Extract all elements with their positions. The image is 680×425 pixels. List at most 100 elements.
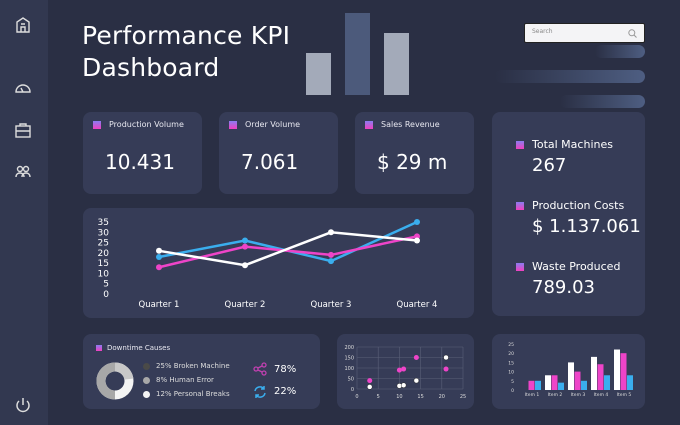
scatter-point <box>400 382 407 388</box>
share-percent: 78% <box>274 364 297 375</box>
y-tick-label: 5 <box>103 280 109 290</box>
search-placeholder: Search <box>532 28 553 35</box>
data-point <box>328 251 334 258</box>
bar <box>591 356 597 390</box>
title-line-2: Dashboard <box>82 53 220 82</box>
kpi-value: 7.061 <box>241 150 299 174</box>
legend-dot-icon <box>143 363 150 370</box>
stat-label: Waste Produced <box>532 260 621 273</box>
y-tick-label: 15 <box>508 360 514 366</box>
donut-chart <box>96 362 134 400</box>
bar <box>627 375 633 390</box>
legend-square-icon <box>93 120 101 129</box>
data-point <box>156 247 162 254</box>
stat-value: 267 <box>532 155 567 176</box>
users-icon[interactable] <box>14 163 32 181</box>
x-tick-label: 25 <box>460 394 466 400</box>
scatter-chart: 0 5 10 15 20 25 0 50 100 150 200 <box>344 345 466 400</box>
search-icon[interactable] <box>628 29 637 38</box>
bar <box>558 382 564 390</box>
bar <box>574 371 581 390</box>
scatter-point <box>367 378 373 384</box>
kpi-card-order-volume: Order Volume 7.061 <box>219 112 338 194</box>
bar <box>614 349 620 390</box>
y-tick-label: 25 <box>98 239 109 249</box>
decorative-pill <box>595 45 645 58</box>
kpi-label: Order Volume <box>245 120 301 129</box>
data-point <box>414 237 420 244</box>
legend-dot-icon <box>143 377 150 384</box>
kpi-label: Production Volume <box>109 120 184 129</box>
share-icon <box>253 362 267 376</box>
y-tick-label: 0 <box>103 290 109 300</box>
y-tick-label: 10 <box>508 370 514 376</box>
search-input[interactable]: Search <box>524 23 645 43</box>
refresh-icon <box>254 386 266 398</box>
legend-square-icon <box>516 262 524 271</box>
y-tick-label: 0 <box>351 387 354 393</box>
downtime-item-label: 8% Human Error <box>156 376 214 384</box>
stat-label: Production Costs <box>532 199 625 212</box>
data-point <box>156 253 162 260</box>
y-tick-label: 25 <box>508 342 514 348</box>
series-line <box>158 235 418 269</box>
data-point <box>242 262 248 269</box>
stat-value: $ 1.137.061 <box>532 216 641 237</box>
y-tick-label: 30 <box>98 228 110 238</box>
x-tick-label: Item 5 <box>617 392 632 398</box>
y-tick-label: 35 <box>98 218 109 228</box>
downtime-item-label: 25% Broken Machine <box>156 362 230 370</box>
downtime-card: Downtime Causes 25% Broken Machine 8% Hum… <box>83 334 320 409</box>
bar-chart: 0 5 10 15 20 25 Item 1 Item 2 Item 3 Item 4 Item 5 <box>508 342 633 398</box>
speedometer-icon[interactable] <box>14 79 32 97</box>
data-point <box>156 264 162 271</box>
series-line <box>158 231 418 267</box>
decorative-pill <box>560 95 645 108</box>
x-tick-label: Quarter 4 <box>397 300 438 310</box>
x-tick-label: Quarter 3 <box>311 300 352 310</box>
bar <box>604 375 610 390</box>
bar <box>528 380 535 390</box>
kpi-card-sales-revenue: Sales Revenue $ 29 m <box>355 112 474 194</box>
line-chart-card: 0 5 10 15 20 25 30 35 Quarter 1 Quarter 2 Quarter … <box>83 208 474 318</box>
data-point <box>328 229 334 236</box>
scatter-point <box>413 377 420 384</box>
bar <box>568 362 574 390</box>
y-tick-label: 150 <box>344 356 354 362</box>
downtime-title: Downtime Causes <box>107 344 171 352</box>
x-tick-label: 5 <box>377 394 380 400</box>
refresh-percent: 22% <box>274 386 297 397</box>
bar <box>597 364 604 390</box>
stat-label: Total Machines <box>532 138 613 151</box>
legend-square-icon <box>516 140 524 149</box>
data-point <box>328 258 334 265</box>
y-tick-label: 50 <box>348 377 354 383</box>
legend-square-icon <box>516 201 524 210</box>
bar <box>535 380 541 390</box>
data-point <box>242 243 248 250</box>
x-tick-label: 0 <box>355 394 358 400</box>
x-tick-label: Item 3 <box>571 392 586 398</box>
kpi-value: $ 29 m <box>377 150 448 174</box>
stat-value: 789.03 <box>532 277 595 298</box>
scatter-point <box>366 384 373 390</box>
y-tick-label: 5 <box>511 379 514 385</box>
summary-card: Total Machines 267 Production Costs $ 1.… <box>492 112 645 316</box>
decorative-pill <box>495 70 645 83</box>
briefcase-icon[interactable] <box>14 121 32 139</box>
bar-chart-card: 0 5 10 15 20 25 Item 1 Item 2 Item 3 Item 4 Item 5 <box>492 334 645 409</box>
x-tick-label: Item 1 <box>525 392 540 398</box>
x-tick-label: 10 <box>396 394 402 400</box>
scatter-point <box>443 366 449 372</box>
scatter-point <box>413 355 419 360</box>
home-icon[interactable] <box>14 16 32 34</box>
scatter-point <box>443 354 449 361</box>
y-tick-label: 200 <box>344 345 354 351</box>
series-line <box>158 220 418 263</box>
decorative-bar <box>345 13 370 95</box>
y-tick-label: 15 <box>98 259 109 269</box>
downtime-item-label: 12% Personal Breaks <box>156 390 230 398</box>
scatter-point <box>401 366 407 372</box>
power-icon[interactable] <box>14 396 32 414</box>
donut-segment-broken-machine <box>96 362 134 400</box>
